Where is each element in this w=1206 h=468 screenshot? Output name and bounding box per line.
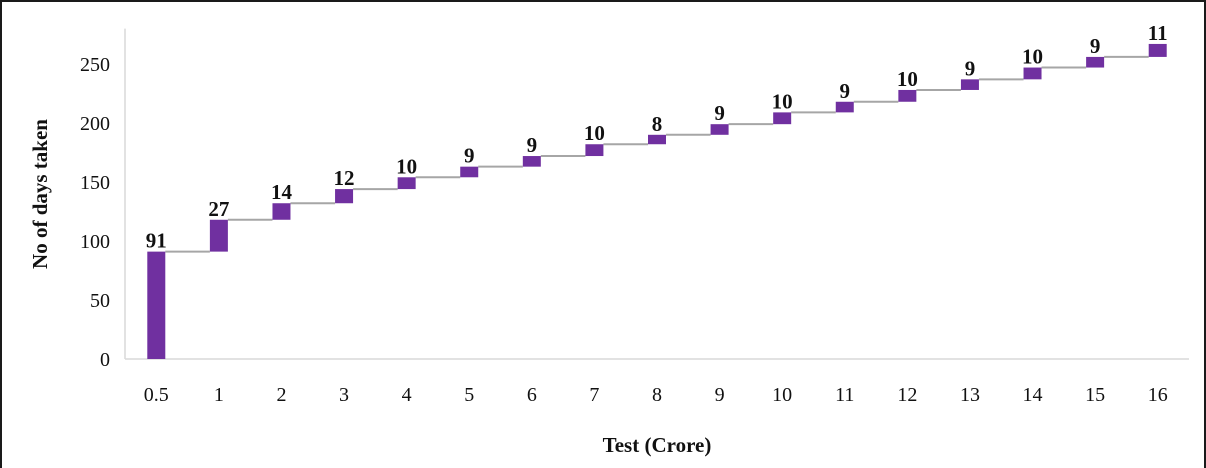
x-tick-label: 16 [1148, 384, 1168, 406]
bar [1086, 56, 1105, 68]
bars [147, 43, 1167, 359]
x-tick-label: 3 [339, 384, 349, 406]
x-tick-label: 5 [464, 384, 474, 406]
data-labels: 91 27 14 12 10 9 9 10 8 9 10 9 10 9 10 9 11 [146, 21, 1168, 253]
data-label: 27 [208, 197, 229, 221]
data-label: 8 [652, 112, 663, 136]
bar [835, 101, 854, 113]
x-axis-title: Test (Crore) [603, 433, 712, 457]
data-label: 9 [1090, 34, 1101, 58]
x-tick-label: 12 [897, 384, 917, 406]
bar [585, 144, 604, 157]
bar [272, 203, 291, 220]
x-tick-label: 10 [772, 384, 792, 406]
bar [710, 124, 729, 135]
bar [147, 251, 166, 359]
bar [335, 189, 354, 204]
data-label: 11 [1148, 21, 1168, 45]
data-label: 9 [965, 56, 976, 80]
y-tick-label: 100 [80, 231, 110, 253]
data-label: 9 [527, 133, 538, 157]
data-label: 91 [146, 229, 167, 253]
y-axis: 0 50 100 150 200 250 [80, 28, 126, 371]
x-tick-label: 11 [835, 384, 854, 406]
y-axis-title: No of days taken [28, 119, 52, 269]
x-tick-label: 4 [402, 384, 412, 406]
x-axis: 0.5 1 2 3 4 5 6 7 8 9 10 11 12 13 14 15 16 [125, 358, 1189, 406]
y-tick-label: 0 [100, 349, 110, 371]
connector-lines [165, 55, 1149, 253]
y-tick-label: 50 [90, 290, 110, 312]
bar [209, 219, 228, 252]
x-tick-label: 15 [1085, 384, 1105, 406]
data-label: 10 [897, 67, 918, 91]
x-tick-label: 8 [652, 384, 662, 406]
bar [460, 166, 479, 178]
bar [522, 156, 541, 167]
bar [1148, 43, 1167, 57]
bar [648, 134, 666, 145]
data-label: 10 [396, 154, 417, 178]
y-tick-label: 150 [80, 172, 110, 194]
y-tick-label: 200 [80, 113, 110, 135]
x-tick-label: 7 [589, 384, 599, 406]
x-tick-label: 0.5 [144, 384, 169, 406]
data-label: 10 [772, 89, 793, 113]
data-label: 14 [271, 180, 293, 204]
bar [773, 112, 792, 125]
x-tick-label: 9 [715, 384, 725, 406]
data-label: 9 [714, 101, 725, 125]
x-tick-label: 13 [960, 384, 980, 406]
bar [960, 79, 979, 90]
data-label: 10 [1022, 45, 1043, 69]
bar [1023, 67, 1042, 80]
y-tick-label: 250 [80, 54, 110, 76]
data-label: 12 [334, 166, 355, 190]
data-label: 9 [840, 79, 851, 103]
x-tick-label: 6 [527, 384, 537, 406]
x-tick-label: 2 [276, 384, 286, 406]
x-tick-label: 14 [1023, 384, 1043, 406]
data-label: 9 [464, 144, 475, 168]
x-tick-label: 1 [214, 384, 224, 406]
data-label: 10 [584, 121, 605, 145]
bar [898, 89, 917, 102]
bar [397, 177, 416, 190]
